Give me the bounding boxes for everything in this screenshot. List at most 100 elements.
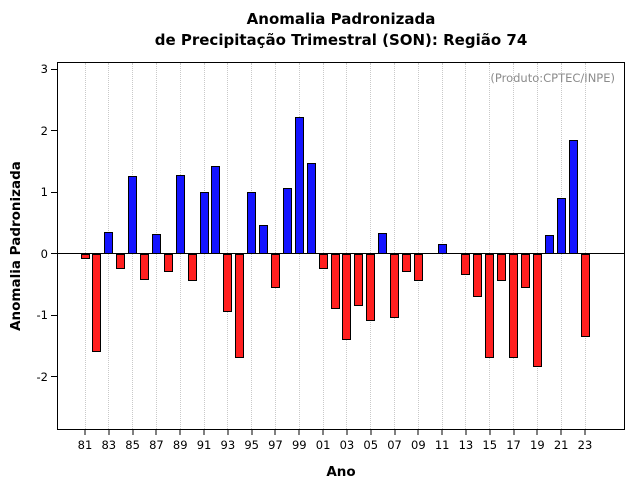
bar-1997	[270, 253, 280, 288]
y-tick-label--2: -2	[36, 369, 48, 384]
x-tick-label-87: 87	[149, 438, 164, 452]
x-tick-mark-95	[251, 429, 253, 435]
x-tick-label-97: 97	[268, 438, 283, 452]
bar-2022	[568, 139, 578, 254]
x-tick-label-89: 89	[172, 438, 188, 452]
x-tick-label-09: 09	[411, 438, 426, 452]
bar-1991	[199, 192, 209, 254]
x-tick-label-93: 93	[220, 438, 236, 452]
bar-2003	[342, 253, 352, 340]
bar-2014	[473, 253, 483, 297]
bar-2016	[497, 253, 507, 282]
x-tick-mark-05	[370, 429, 372, 435]
bar-1985	[128, 175, 138, 254]
bar-1995	[247, 192, 257, 254]
x-tick-label-11: 11	[434, 438, 450, 452]
x-tick-label-99: 99	[291, 438, 307, 452]
y-tick-mark--1	[51, 314, 58, 316]
bar-2009	[413, 253, 423, 282]
x-tick-mark-23	[584, 429, 586, 435]
bar-2019	[532, 253, 542, 368]
gridline-23	[584, 63, 586, 429]
x-tick-label-05: 05	[363, 438, 379, 452]
x-axis-title: Ano	[326, 464, 356, 480]
x-tick-mark-11	[441, 429, 443, 435]
x-tick-mark-13	[465, 429, 467, 435]
x-tick-label-91: 91	[196, 438, 212, 452]
bar-2018	[520, 253, 530, 288]
x-tick-mark-03	[346, 429, 348, 435]
x-tick-mark-85	[132, 429, 134, 435]
x-tick-mark-19	[536, 429, 538, 435]
bar-2005	[366, 253, 376, 322]
bar-1988	[163, 253, 173, 273]
x-tick-label-19: 19	[530, 438, 545, 452]
bar-1983	[104, 232, 114, 254]
y-tick-label-3: 3	[40, 62, 48, 77]
x-tick-label-01: 01	[315, 438, 331, 452]
bar-1994	[235, 253, 245, 359]
gridline-81	[84, 63, 86, 429]
x-tick-label-83: 83	[101, 438, 117, 452]
bar-2021	[556, 198, 566, 254]
bar-1981	[80, 253, 90, 259]
bar-2000	[306, 163, 316, 254]
x-tick-mark-81	[84, 429, 86, 435]
bar-1987	[151, 234, 161, 254]
gridline-03	[346, 63, 348, 429]
bar-2011	[437, 244, 447, 254]
bar-1989	[175, 174, 185, 254]
x-tick-mark-91	[203, 429, 205, 435]
x-tick-mark-09	[417, 429, 419, 435]
bar-1998	[282, 187, 292, 254]
bar-2023	[580, 253, 590, 337]
bar-1996	[259, 225, 269, 254]
bar-2001	[318, 253, 328, 270]
x-tick-mark-89	[179, 429, 181, 435]
gridline-19	[536, 63, 538, 429]
x-tick-label-81: 81	[77, 438, 93, 452]
x-tick-label-85: 85	[125, 438, 140, 452]
x-tick-label-23: 23	[577, 438, 593, 452]
gridline-01	[322, 63, 324, 429]
chart-title-line1: Anomalia Padronizada	[246, 10, 436, 28]
gridline-09	[417, 63, 419, 429]
x-tick-mark-99	[298, 429, 300, 435]
x-tick-label-03: 03	[339, 438, 355, 452]
gridline-13	[465, 63, 467, 429]
gridline-05	[370, 63, 372, 429]
bar-2008	[401, 253, 411, 273]
x-tick-mark-15	[489, 429, 491, 435]
y-tick-mark--2	[51, 376, 58, 378]
y-tick-mark-3	[51, 68, 58, 70]
bar-2020	[544, 235, 554, 254]
x-tick-label-07: 07	[387, 438, 402, 452]
x-tick-label-15: 15	[482, 438, 498, 452]
x-tick-mark-97	[274, 429, 276, 435]
bar-2004	[354, 253, 364, 306]
x-tick-mark-21	[560, 429, 562, 435]
x-tick-mark-07	[394, 429, 396, 435]
x-tick-label-13: 13	[458, 438, 474, 452]
x-tick-mark-01	[322, 429, 324, 435]
bar-1992	[211, 166, 221, 254]
bar-2007	[390, 253, 400, 319]
bar-1999	[294, 116, 304, 254]
x-tick-label-95: 95	[244, 438, 259, 452]
bar-2006	[378, 233, 388, 254]
chart-title: Anomalia Padronizada de Precipitação Tri…	[57, 9, 625, 51]
gridline-17	[513, 63, 515, 429]
gridline-15	[489, 63, 491, 429]
plot-area: 81 83 85 87 89 91 93 95 97 99 01 03 05 07 09 11 13 15 17 19…	[37, 62, 625, 452]
y-tick-label-0: 0	[40, 246, 48, 261]
source-annotation: (Produto:CPTEC/INPE)	[490, 71, 615, 85]
chart-title-line2: de Precipitação Trimestral (SON): Região…	[154, 31, 528, 49]
y-tick-label--1: -1	[36, 308, 48, 323]
bar-2013	[461, 253, 471, 276]
bar-1986	[140, 253, 150, 280]
y-tick-label-1: 1	[40, 185, 48, 200]
bar-1982	[92, 253, 102, 353]
y-tick-mark-0	[51, 253, 58, 255]
gridline-97	[274, 63, 276, 429]
